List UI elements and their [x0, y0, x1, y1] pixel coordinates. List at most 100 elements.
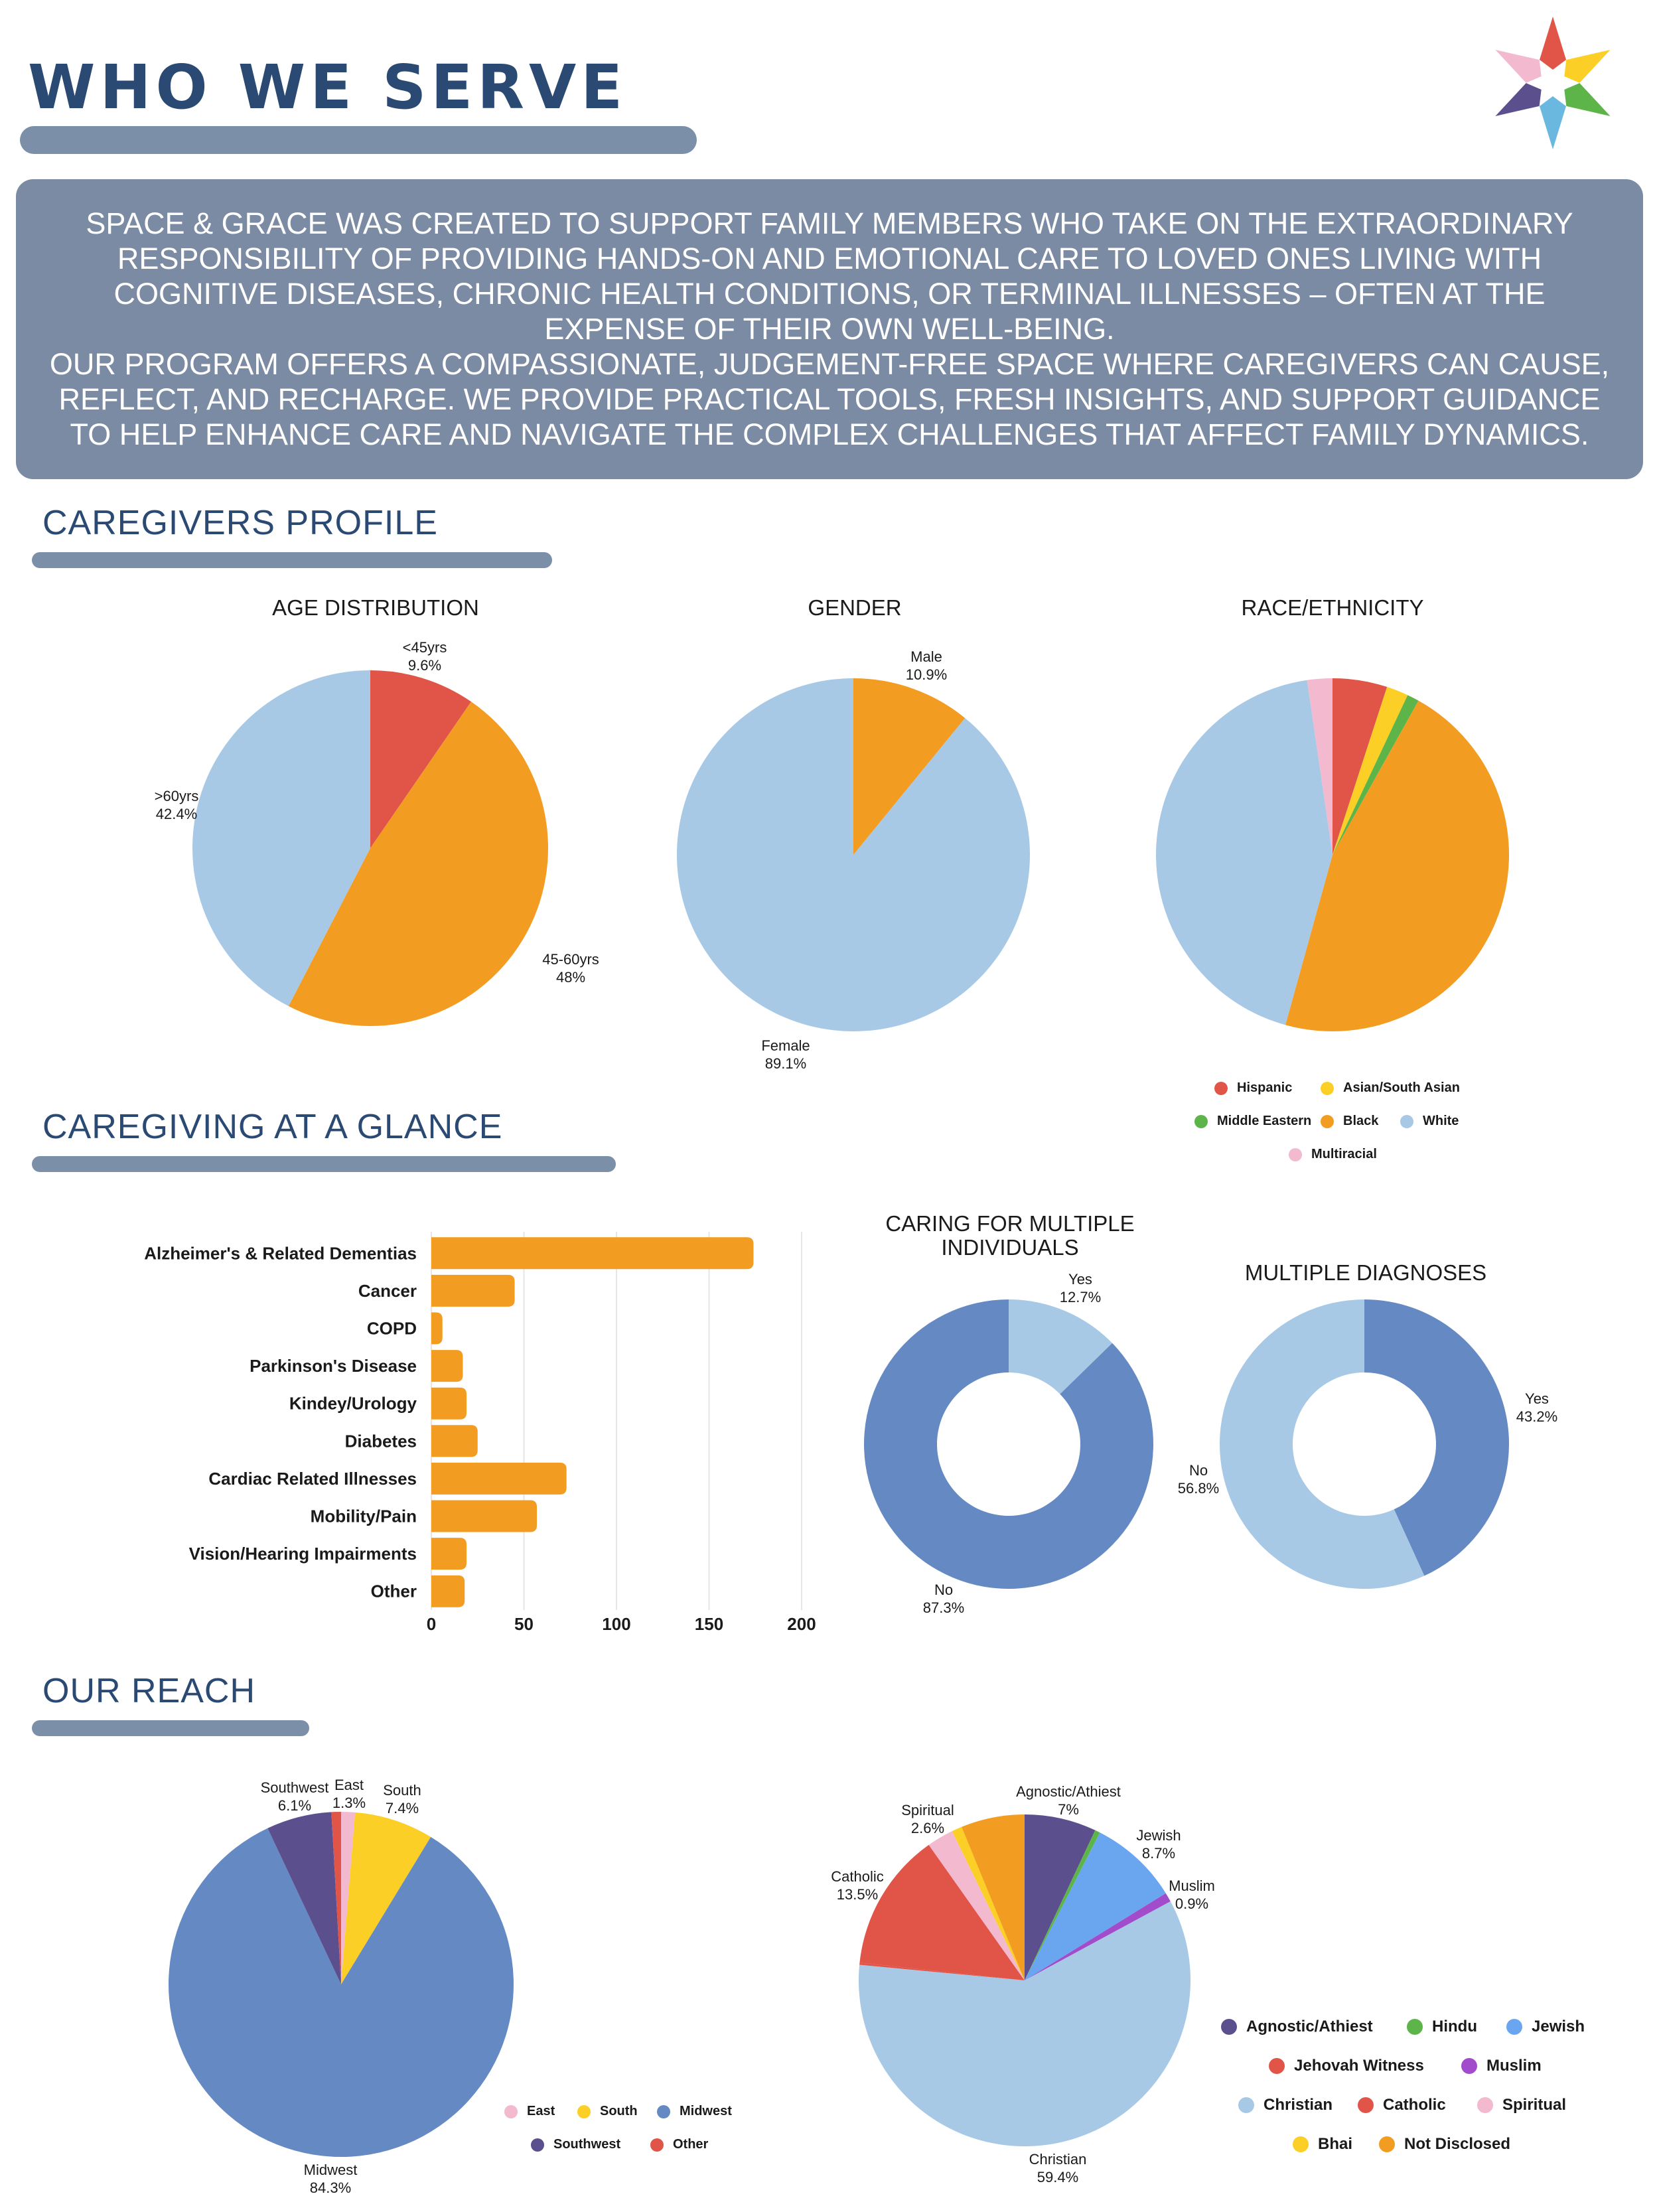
- age-chart-title: AGE DISTRIBUTION: [272, 595, 479, 620]
- bar-mobility-pain: [431, 1500, 538, 1532]
- legend-item-multiracial: Multiracial: [1289, 1147, 1377, 1162]
- age-label-under45: <45yrs 9.6%: [402, 639, 447, 674]
- legend-swatch-icon: [504, 2104, 518, 2118]
- legend-label: Jewish: [1532, 2018, 1585, 2035]
- race-pie-chart: [1156, 678, 1509, 1031]
- region-label-east: East 1.3%: [332, 1777, 366, 1811]
- age-slice-45-60yrs: [288, 701, 548, 1026]
- religion-label-jewish: Jewish 8.7%: [1136, 1827, 1181, 1862]
- religion-pie-chart: [859, 1814, 1190, 2146]
- diagnoses-bar-chart: 0 50 100 150 200 Alzheimer's & Related Dement…: [144, 1232, 816, 1634]
- race-chart-title: RACE/ETHNICITY: [1241, 595, 1424, 620]
- legend-swatch-icon: [1477, 2097, 1493, 2113]
- legend-swatch-icon: [1407, 2019, 1423, 2035]
- legend-item-other: Other: [650, 2137, 708, 2152]
- category-label-parkinson-s-disease: Parkinson's Disease: [250, 1356, 417, 1376]
- legend-swatch-icon: [531, 2138, 544, 2152]
- religion-label-agnostic: Agnostic/Athiest 7%: [1016, 1783, 1121, 1818]
- bar-other: [431, 1575, 465, 1607]
- page-title: WHO WE SERVE: [28, 52, 628, 123]
- region-slice-midwest: [169, 1828, 514, 2157]
- legend-item-catholic: Catholic: [1358, 2096, 1446, 2114]
- legend-swatch-icon: [1379, 2136, 1395, 2152]
- legend-item-agnostic-athiest: Agnostic/Athiest: [1221, 2018, 1373, 2036]
- legend-label: Catholic: [1383, 2096, 1446, 2114]
- legend-swatch-icon: [1461, 2058, 1477, 2074]
- multiple-individuals-title: CARING FOR MULTIPLE INDIVIDUALS: [885, 1211, 1135, 1260]
- legend-swatch-icon: [1221, 2019, 1237, 2035]
- age-pie-chart: [192, 670, 548, 1026]
- legend-label: Other: [673, 2137, 709, 2152]
- religion-slice-catholic: [859, 1844, 1025, 1980]
- intro-paragraph-2: Our program offers a compassionate, judg…: [49, 347, 1610, 451]
- gender-slice-male: [853, 678, 966, 855]
- legend-item-christian: Christian: [1238, 2096, 1333, 2114]
- legend-swatch-icon: [1269, 2058, 1285, 2074]
- legend-label: Agnostic/Athiest: [1246, 2018, 1373, 2035]
- section-bar-profile: [32, 552, 552, 568]
- x-tick-label: 50: [514, 1614, 534, 1634]
- age-slice-45yrs: [370, 670, 472, 848]
- legend-label: Black: [1343, 1114, 1379, 1128]
- intro-panel: Space & Grace was created to support fam…: [16, 179, 1643, 479]
- legend-swatch-icon: [1321, 1114, 1334, 1128]
- section-title-reach: OUR REACH: [42, 1672, 256, 1710]
- section-title-glance: CAREGIVING AT A GLANCE: [42, 1108, 503, 1146]
- category-label-mobility-pain: Mobility/Pain: [311, 1507, 417, 1526]
- legend-swatch-icon: [1321, 1081, 1334, 1095]
- religion-slice-bhai: [952, 1826, 1025, 1980]
- multiple_individuals-slice-yes: [1009, 1299, 1113, 1394]
- x-tick-label: 0: [427, 1614, 436, 1634]
- legend-swatch-icon: [650, 2138, 664, 2152]
- region-slice-southwest: [267, 1812, 341, 1984]
- legend-item-bhai: Bhai: [1293, 2135, 1352, 2154]
- religion-slice-muslim: [1025, 1893, 1171, 1980]
- age-label-45to60: 45-60yrs 48%: [542, 951, 599, 986]
- religion-slice-christian: [859, 1901, 1190, 2146]
- gender-slice-female: [677, 678, 1030, 1031]
- legend-item-jehovah-witness: Jehovah Witness: [1269, 2057, 1424, 2075]
- legend-label: Christian: [1263, 2096, 1333, 2114]
- bar-parkinson-s-disease: [431, 1350, 463, 1382]
- bar-cancer: [431, 1274, 515, 1307]
- race-slice-multiracial: [1307, 678, 1333, 855]
- race-slice-middle-eastern: [1333, 695, 1419, 855]
- legend-label: Hindu: [1432, 2018, 1477, 2035]
- section-bar-glance: [32, 1156, 616, 1172]
- legend-swatch-icon: [1238, 2097, 1254, 2113]
- legend-label: Muslim: [1486, 2057, 1542, 2075]
- legend-swatch-icon: [577, 2104, 591, 2118]
- legend-swatch-icon: [1293, 2136, 1309, 2152]
- intro-paragraph-1: Space & Grace was created to support fam…: [86, 206, 1573, 346]
- gender-label-female: Female 89.1%: [761, 1037, 810, 1072]
- legend-label: Jehovah Witness: [1294, 2057, 1424, 2075]
- legend-swatch-icon: [657, 2104, 670, 2118]
- religion-slice-jehovah-witness: [859, 1962, 1025, 1980]
- diagnoses-label-no: No 56.8%: [1177, 1462, 1220, 1497]
- race-slice-black: [1285, 700, 1509, 1031]
- gender-pie-chart: [677, 678, 1030, 1031]
- legend-label: South: [600, 2104, 638, 2118]
- star-logo-icon: [1495, 17, 1611, 149]
- race-slice-white: [1156, 680, 1333, 1025]
- legend-label: Multiracial: [1311, 1147, 1377, 1161]
- category-label-kindey-urology: Kindey/Urology: [289, 1394, 417, 1414]
- religion-label-christian: Christian 59.4%: [1029, 2151, 1087, 2185]
- legend-label: Southwest: [553, 2137, 621, 2152]
- multiple_individuals-slice-no: [864, 1299, 1153, 1589]
- religion-slice-hindu: [1025, 1830, 1100, 1980]
- legend-label: Hispanic: [1237, 1080, 1293, 1095]
- bar-cardiac-related-illnesses: [431, 1462, 567, 1495]
- logo-petals: [1495, 17, 1611, 149]
- legend-item-muslim: Muslim: [1461, 2057, 1542, 2075]
- legend-item-east: East: [504, 2104, 555, 2119]
- religion-label-catholic: Catholic 13.5%: [831, 1868, 884, 1903]
- religion-slice-jewish: [1025, 1832, 1166, 1980]
- individuals-label-yes: Yes 12.7%: [1059, 1271, 1102, 1305]
- legend-label: Asian/South Asian: [1343, 1080, 1460, 1095]
- race-slice-hispanic: [1333, 678, 1388, 855]
- title-underline-bar: [20, 126, 697, 154]
- bar-copd: [431, 1312, 443, 1345]
- category-label-other: Other: [371, 1582, 417, 1601]
- multiple-diagnoses-title: MULTIPLE DIAGNOSES: [1244, 1260, 1487, 1285]
